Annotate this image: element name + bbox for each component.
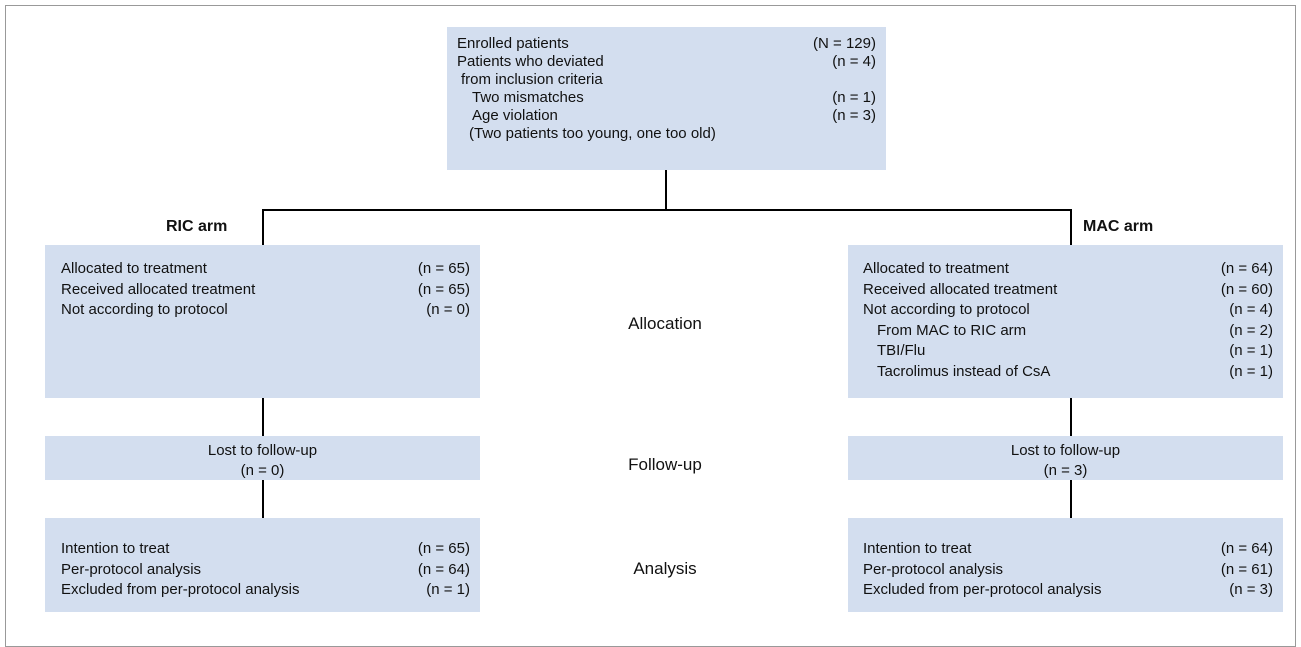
row-count: (n = 0) — [426, 301, 470, 318]
row: Per-protocol analysis (n = 64) — [61, 560, 470, 581]
row-label: Received allocated treatment — [863, 280, 1058, 298]
row-label: Excluded from per-protocol analysis — [61, 581, 300, 598]
allocation-box: Allocated to treatment (n = 64) Received a… — [848, 245, 1283, 398]
row: Per-protocol analysis (n = 61) — [863, 560, 1273, 581]
row-label: Allocated to treatment — [61, 260, 207, 277]
flow-diagram: Enrolled patients (N = 129) Patients who d… — [5, 5, 1296, 647]
row-count: (n = 65) — [417, 540, 470, 557]
row-label: Enrolled patients — [457, 35, 569, 52]
row: Allocated to treatment (n = 65) — [61, 259, 470, 280]
follow-up-count: (n = 3) — [1043, 462, 1088, 479]
row-count: (n = 60) — [1220, 280, 1273, 298]
row-label: Received allocated treatment — [61, 280, 256, 298]
follow-up-box: Lost to follow-up (n = 3) — [848, 436, 1283, 480]
row: Excluded from per-protocol analysis (n = … — [61, 580, 470, 601]
analysis-box: Intention to treat (n = 64) Per-protocol a… — [848, 518, 1283, 612]
row-count: (n = 1) — [1229, 342, 1273, 359]
row-count: (n = 64) — [1220, 260, 1273, 277]
row-label: Two mismatches — [472, 89, 584, 106]
row: Not according to protocol (n = 0) — [61, 300, 470, 321]
row: Two mismatches (n = 1) — [457, 89, 876, 107]
row-label: Intention to treat — [863, 540, 972, 557]
row: Age violation (n = 3) — [457, 107, 876, 125]
row: From MAC to RIC arm (n = 2) — [863, 321, 1273, 342]
row-count: (n = 4) — [1229, 301, 1273, 318]
follow-up-label: Lost to follow-up — [207, 442, 318, 459]
row-label: (Two patients too young, one too old) — [469, 125, 716, 142]
row: Excluded from per-protocol analysis (n = … — [863, 580, 1273, 601]
follow-up-count: (n = 0) — [240, 462, 285, 479]
row: Received allocated treatment (n = 60) — [863, 280, 1273, 301]
row: Intention to treat (n = 64) — [863, 539, 1273, 560]
connector — [262, 398, 264, 436]
allocation-box: Allocated to treatment (n = 65) Received a… — [45, 245, 480, 398]
row-label: From MAC to RIC arm — [877, 321, 1027, 339]
row-label: Not according to protocol — [61, 301, 228, 318]
row: Allocated to treatment (n = 64) — [863, 259, 1273, 280]
enrollment-box: Enrolled patients (N = 129) Patients who d… — [447, 27, 886, 170]
connector — [1070, 398, 1072, 436]
row-count: (n = 3) — [1229, 581, 1273, 598]
row: Not according to protocol (n = 4) — [863, 300, 1273, 321]
row: Intention to treat (n = 65) — [61, 539, 470, 560]
row-count: (n = 61) — [1220, 560, 1273, 578]
stage-label: Allocation — [628, 314, 702, 333]
row-label: Per-protocol analysis — [61, 560, 202, 578]
connector — [665, 170, 667, 211]
row-label: Allocated to treatment — [863, 260, 1009, 277]
row-label: Per-protocol analysis — [863, 560, 1004, 578]
row-count: (n = 2) — [1229, 321, 1273, 339]
row-count: (n = 1) — [426, 581, 470, 598]
analysis-box: Intention to treat (n = 65) Per-protocol a… — [45, 518, 480, 612]
arm-title: MAC arm — [1083, 218, 1154, 235]
row: Tacrolimus instead of CsA (n = 1) — [863, 362, 1273, 383]
row-label: TBI/Flu — [877, 342, 926, 359]
row: from inclusion criteria — [457, 71, 876, 89]
row: Enrolled patients (N = 129) — [457, 35, 876, 53]
connector — [262, 209, 1072, 211]
row-count: (n = 65) — [417, 260, 470, 277]
row-label: Patients who deviated — [457, 53, 604, 70]
stage-label: Follow-up — [628, 455, 702, 474]
row: TBI/Flu (n = 1) — [863, 341, 1273, 362]
row-label: Excluded from per-protocol analysis — [863, 581, 1102, 598]
row-count: (n = 65) — [417, 280, 470, 298]
row-count: (n = 3) — [832, 107, 876, 124]
row-count: (n = 1) — [832, 89, 876, 106]
connector — [262, 480, 264, 518]
connector — [262, 209, 264, 245]
row-label: Tacrolimus instead of CsA — [877, 362, 1051, 380]
row: (Two patients too young, one too old) — [457, 125, 876, 143]
row: Received allocated treatment (n = 65) — [61, 280, 470, 301]
row-label: Intention to treat — [61, 540, 170, 557]
row-label: Not according to protocol — [863, 301, 1030, 318]
row-count: (n = 64) — [1220, 540, 1273, 557]
connector — [1070, 480, 1072, 518]
row: Patients who deviated (n = 4) — [457, 53, 876, 71]
row-count: (N = 129) — [813, 35, 876, 52]
row-count: (n = 64) — [417, 560, 470, 578]
stage-label: Analysis — [633, 559, 697, 578]
follow-up-box: Lost to follow-up (n = 0) — [45, 436, 480, 480]
row-count: (n = 4) — [832, 53, 876, 70]
follow-up-label: Lost to follow-up — [1010, 442, 1121, 459]
row-label: from inclusion criteria — [461, 71, 603, 88]
row-label: Age violation — [472, 107, 558, 124]
arm-title: RIC arm — [166, 218, 228, 235]
row-count: (n = 1) — [1229, 362, 1273, 380]
connector — [1070, 209, 1072, 245]
